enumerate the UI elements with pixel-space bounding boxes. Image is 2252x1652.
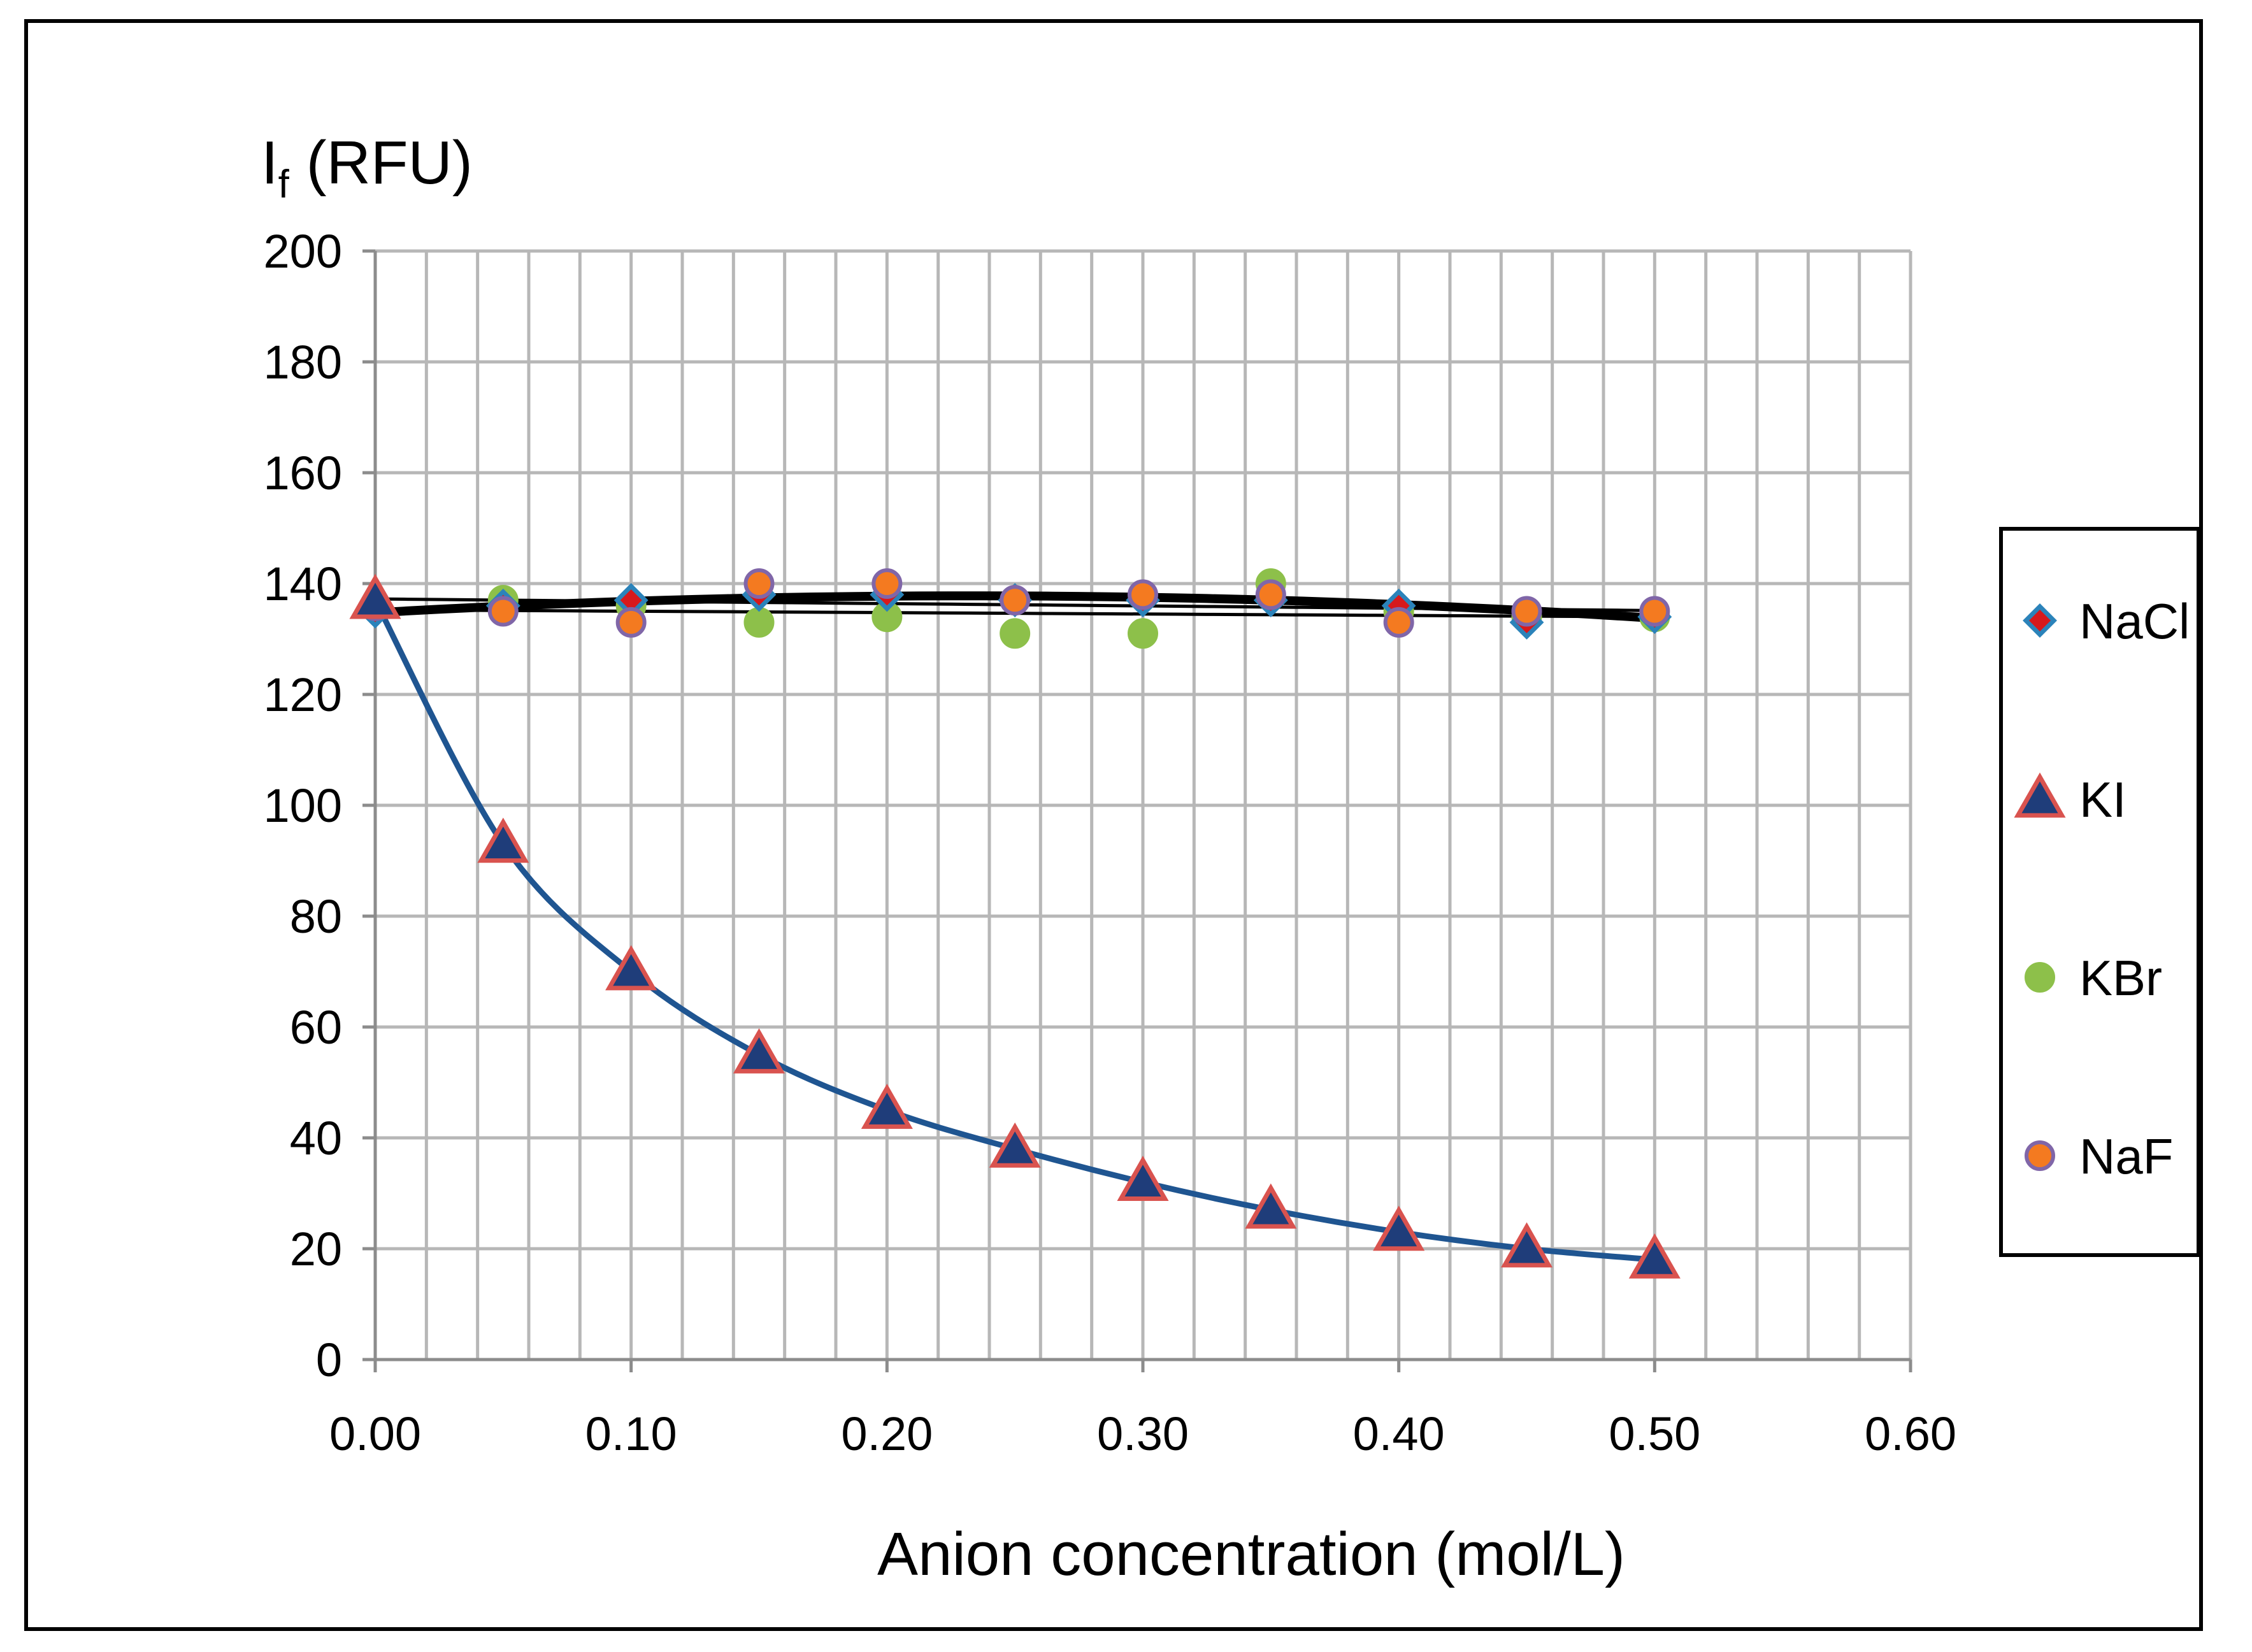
data-point-naf (1639, 596, 1670, 627)
grid-layer (373, 249, 1912, 1361)
chart-frame: 0 20 40 60 80 100 120 140 160 180 200 0.00 0.10 0.20… (24, 19, 2203, 1631)
y-tick-label: 100 (264, 779, 342, 832)
x-tick-label: 0.60 (1865, 1407, 1956, 1460)
y-tick-label: 60 (290, 1001, 342, 1054)
x-tick-label: 0.20 (841, 1407, 933, 1460)
y-axis-title-unit: (RFU) (289, 129, 473, 197)
data-point-naf (615, 607, 647, 638)
data-point-ki (1628, 1233, 1681, 1279)
x-tick-label: 0.50 (1609, 1407, 1700, 1460)
x-tick-label: 0.30 (1097, 1407, 1189, 1460)
data-point-naf (1255, 579, 1286, 610)
data-point-naf (1128, 579, 1158, 610)
data-point-ki (1117, 1156, 1169, 1201)
y-tick-label: 80 (290, 890, 342, 943)
y-tick-label: 20 (290, 1223, 342, 1275)
data-point-ki (349, 573, 401, 619)
trendline-ki (372, 597, 1658, 1263)
data-point-ki (1373, 1205, 1425, 1251)
legend-label-nacl: NaCl (2079, 593, 2190, 649)
data-point-ki (1500, 1222, 1553, 1268)
data-point-naf (1383, 607, 1414, 638)
legend-items: NaCl KI KBr NaF (2014, 593, 2190, 1184)
data-point-naf (1000, 585, 1031, 616)
x-tick-labels: 0.00 0.10 0.20 0.30 0.40 0.50 0.60 (329, 1407, 1956, 1460)
legend-marker-naf (2025, 1140, 2055, 1171)
axis-layer (362, 249, 1912, 1372)
y-axis-title-main: I (261, 129, 278, 197)
legend-marker-nacl (2023, 603, 2057, 638)
data-point-ki (989, 1122, 1041, 1168)
legend-marker-ki (2014, 772, 2066, 818)
y-tick-labels: 0 20 40 60 80 100 120 140 160 180 200 (264, 225, 342, 1386)
y-tick-label: 120 (264, 668, 342, 721)
data-point-naf (1511, 596, 1542, 627)
legend-marker-kbr (2025, 962, 2055, 993)
y-tick-label: 200 (264, 225, 342, 278)
y-axis-title: If (RFU) (261, 129, 473, 206)
y-tick-label: 180 (264, 336, 342, 389)
y-tick-label: 40 (290, 1112, 342, 1165)
data-point-kbr (1128, 618, 1158, 649)
x-tick-label: 0.00 (329, 1407, 421, 1460)
data-point-ki (861, 1083, 913, 1129)
data-point-naf (487, 596, 519, 627)
legend-label-naf: NaF (2079, 1128, 2173, 1184)
marker-layer (349, 568, 1681, 1279)
y-tick-label: 0 (316, 1333, 342, 1386)
data-point-ki (733, 1028, 785, 1074)
data-point-kbr (1000, 618, 1031, 649)
y-axis-title-subscript: f (278, 162, 290, 206)
data-point-naf (743, 568, 775, 599)
data-point-ki (477, 817, 529, 863)
y-tick-label: 140 (264, 557, 342, 610)
y-tick-label: 160 (264, 447, 342, 499)
data-point-kbr (743, 607, 775, 638)
legend-label-kbr: KBr (2079, 950, 2162, 1006)
x-axis-title: Anion concentration (mol/L) (877, 1520, 1625, 1588)
legend-box (1999, 527, 2199, 1257)
chart-svg: 0 20 40 60 80 100 120 140 160 180 200 0.00 0.10 0.20… (261, 129, 2199, 1588)
x-tick-label: 0.40 (1353, 1407, 1445, 1460)
legend-label-ki: KI (2079, 772, 2126, 828)
data-point-ki (605, 945, 657, 991)
data-point-naf (871, 568, 903, 599)
data-point-ki (1245, 1183, 1297, 1229)
x-tick-label: 0.10 (585, 1407, 677, 1460)
legend: NaCl KI KBr NaF (1999, 527, 2199, 1257)
